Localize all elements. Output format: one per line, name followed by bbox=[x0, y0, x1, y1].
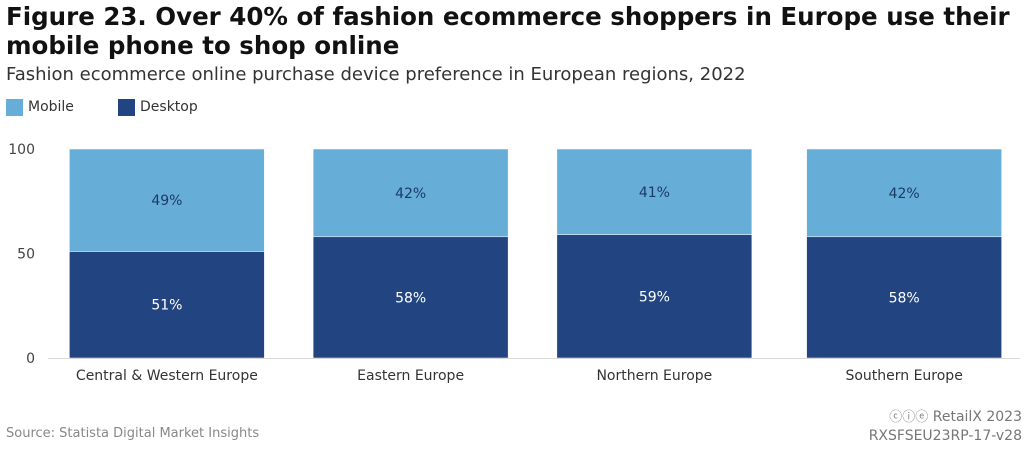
data-label-mobile: 49% bbox=[151, 193, 182, 209]
x-tick-label: Northern Europe bbox=[596, 368, 712, 384]
bar-mobile bbox=[69, 148, 265, 252]
bar-desktop bbox=[312, 236, 509, 359]
data-label-desktop: 58% bbox=[395, 290, 426, 306]
bar-desktop bbox=[69, 251, 265, 359]
data-label-mobile: 42% bbox=[395, 186, 426, 202]
y-tick-label: 100 bbox=[8, 142, 35, 158]
legend-swatch-mobile bbox=[6, 98, 23, 116]
brand-name: RetailX 2023 bbox=[932, 409, 1022, 425]
legend-item-desktop: Desktop bbox=[118, 98, 198, 116]
data-label-desktop: 58% bbox=[889, 290, 920, 306]
bar-desktop bbox=[806, 236, 1002, 359]
bar-desktop bbox=[556, 234, 753, 359]
data-label-mobile: 42% bbox=[889, 186, 920, 202]
chart-title: Figure 23. Over 40% of fashion ecommerce… bbox=[6, 2, 1010, 60]
bar-mobile bbox=[312, 148, 509, 238]
y-tick-label: 50 bbox=[17, 247, 35, 263]
source-note: Source: Statista Digital Market Insights bbox=[6, 426, 260, 441]
y-tick-label: 0 bbox=[26, 351, 35, 367]
brand-line: ⓒⓘⓔ RetailX 2023 bbox=[869, 408, 1022, 427]
legend-label-mobile: Mobile bbox=[28, 99, 74, 115]
x-tick-label: Central & Western Europe bbox=[76, 368, 258, 384]
stacked-bar-chart: 0 50 100 51% 49% Central & Western Europe 58% 4… bbox=[8, 142, 1020, 384]
footer-credits: ⓒⓘⓔ RetailX 2023 RXSFSEU23RP-17-v28 bbox=[869, 408, 1022, 446]
creative-commons-icon: ⓒⓘⓔ bbox=[889, 410, 929, 425]
chart-subtitle: Fashion ecommerce online purchase device… bbox=[6, 64, 746, 85]
bar-mobile bbox=[556, 148, 753, 235]
legend-label-desktop: Desktop bbox=[140, 99, 198, 115]
bar-mobile bbox=[806, 148, 1002, 238]
report-code: RXSFSEU23RP-17-v28 bbox=[868, 428, 1022, 444]
legend-swatch-desktop bbox=[118, 98, 135, 116]
x-tick-label: Southern Europe bbox=[845, 368, 962, 384]
data-label-mobile: 41% bbox=[639, 185, 670, 201]
data-label-desktop: 51% bbox=[151, 298, 182, 314]
legend-item-mobile: Mobile bbox=[6, 98, 74, 116]
x-tick-label: Eastern Europe bbox=[357, 368, 464, 384]
data-label-desktop: 59% bbox=[639, 289, 670, 305]
